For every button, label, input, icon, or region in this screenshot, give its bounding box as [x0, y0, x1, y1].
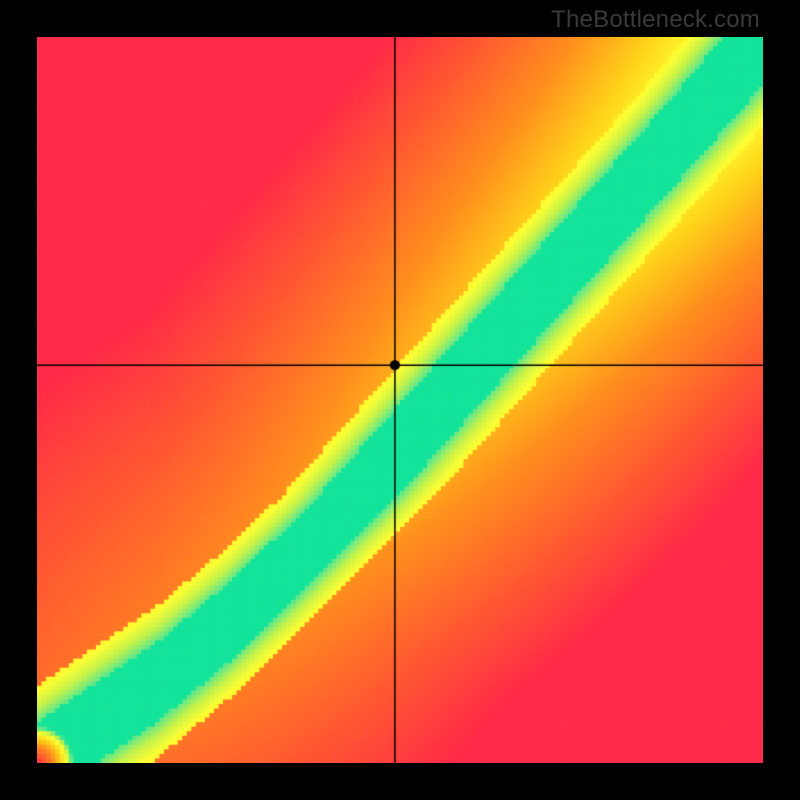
chart-frame: TheBottleneck.com	[0, 0, 800, 800]
watermark-text: TheBottleneck.com	[551, 6, 760, 34]
bottleneck-heatmap	[37, 37, 763, 763]
